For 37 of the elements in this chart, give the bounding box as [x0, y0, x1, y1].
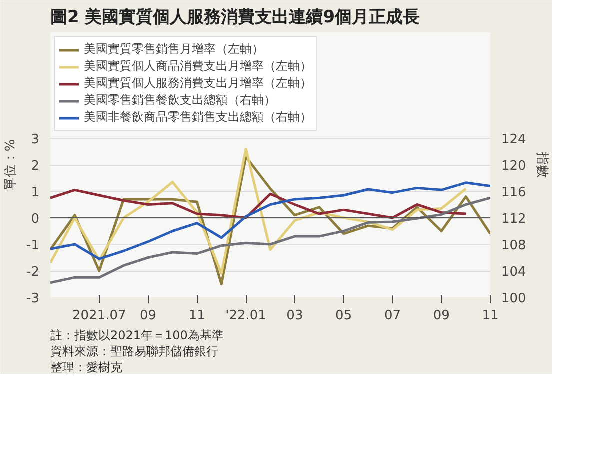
x-tick-label: 09	[433, 308, 450, 324]
y2-tick-label: 100	[502, 292, 526, 306]
x-tick-label: 11	[482, 308, 499, 324]
y-tick-label: -2	[26, 265, 40, 280]
x-tick-label: 09	[140, 308, 157, 324]
x-tick-label: 11	[188, 308, 206, 324]
y2-axis-title: 指數	[534, 151, 550, 178]
y-tick-label: 0	[31, 212, 40, 227]
y2-tick-label: 104	[502, 265, 526, 280]
legend-label: 美國實質個人商品消費支出月增率（左軸）	[84, 58, 312, 75]
line-series	[50, 188, 468, 220]
line-series	[50, 196, 490, 284]
x-tick-label: 03	[286, 308, 304, 324]
line-series	[50, 182, 490, 260]
x-tick-label: '22.01	[226, 308, 266, 324]
legend-label: 美國實質個人服務消費支出月增率（左軸）	[84, 75, 312, 92]
y2-tick-label: 124	[502, 132, 526, 148]
y-tick-label: 2	[31, 159, 40, 174]
y2-tick-label: 116	[502, 186, 526, 200]
y2-tick-label: 112	[502, 212, 526, 227]
y-tick-label: 1	[31, 186, 40, 200]
legend-label: 美國實質零售銷售月增率（左軸）	[84, 41, 264, 58]
y-tick-label: 3	[31, 132, 40, 148]
y2-tick-label: 120	[502, 159, 526, 174]
text: 整理：愛樹克	[50, 360, 122, 374]
x-tick-label: 05	[336, 308, 352, 324]
source-note: 資料來源：聖路易聯邦儲備銀行	[50, 344, 218, 358]
y-tick-label: -1	[26, 238, 40, 254]
x-tick-label: 2021.07	[72, 308, 126, 324]
x-tick-label: 07	[384, 308, 401, 324]
y-axis-title: 單位：%	[4, 139, 19, 191]
y2-tick-label: 108	[502, 238, 526, 254]
legend-label: 美國非餐飲商品零售銷售支出總額（右軸）	[84, 109, 312, 126]
chart-title: 圖2 美國實質個人服務消費支出連續9個月正成長	[50, 8, 420, 28]
text: 註：指數以2021年＝100為基準	[50, 328, 224, 342]
y-tick-label: -3	[26, 292, 40, 306]
legend-label: 美國零售銷售餐飲支出總額（右軸）	[84, 92, 276, 109]
